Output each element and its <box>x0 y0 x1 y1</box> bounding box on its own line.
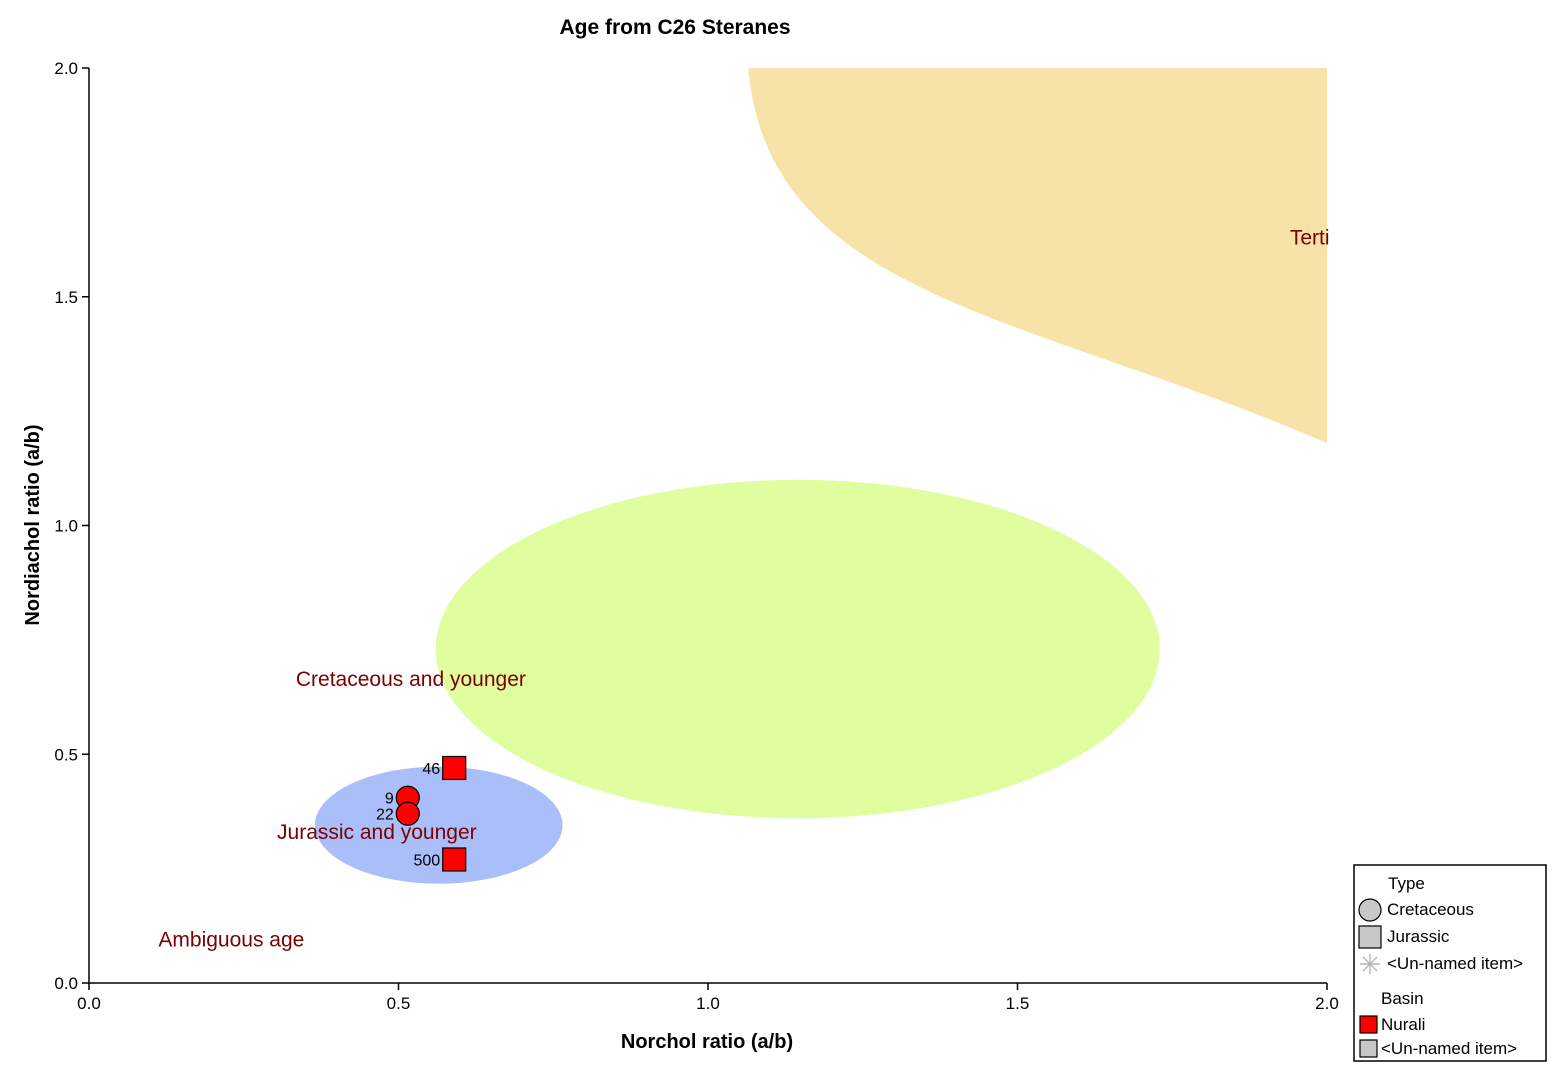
region-label: Terti <box>1290 226 1330 249</box>
legend-group-title: Type <box>1388 874 1425 893</box>
x-tick-label: 1.0 <box>696 994 720 1013</box>
y-axis-title: Nordiachol ratio (a/b) <box>22 424 44 625</box>
y-tick-label: 0.0 <box>54 974 78 993</box>
legend-swatch-icon <box>1359 1015 1378 1034</box>
region-tertiary <box>748 68 1327 444</box>
x-tick-label: 0.0 <box>77 994 101 1013</box>
legend: Type Cretaceous Jurassic <Un-named item> Bas… <box>1353 864 1547 1062</box>
point-cretaceous <box>395 801 420 826</box>
x-tick-label: 0.5 <box>387 994 411 1013</box>
legend-swatch-icon <box>1359 1039 1378 1058</box>
y-tick-label: 1.5 <box>54 288 78 307</box>
data-points: 922 46 500 <box>376 755 467 872</box>
legend-item-label: <Un-named item> <box>1381 1039 1517 1058</box>
legend-circle-icon <box>1358 898 1382 922</box>
y-tick-label: 2.0 <box>54 59 78 78</box>
legend-item-label: Jurassic <box>1387 927 1450 946</box>
legend-box <box>1353 864 1547 1062</box>
legend-item-label: Nurali <box>1381 1015 1425 1034</box>
region-jurassic-and-younger <box>314 766 563 884</box>
point-label: 22 <box>376 807 394 824</box>
legend-square-icon <box>1358 925 1382 949</box>
point-jurassic <box>442 847 467 872</box>
region-labels: Terti Cretaceous and younger Jurassic and … <box>158 226 1329 951</box>
point-label: 500 <box>414 852 441 869</box>
y-tick-label: 1.0 <box>54 517 78 536</box>
asterisk-stroke <box>1362 956 1378 972</box>
legend-item-label: <Un-named item> <box>1387 954 1523 973</box>
point-label: 9 <box>385 791 394 808</box>
chart-title: Age from C26 Steranes <box>559 16 790 39</box>
y-tick-label: 0.5 <box>54 745 78 764</box>
age-regions <box>314 68 1327 884</box>
x-axis-title: Norchol ratio (a/b) <box>621 1031 793 1053</box>
legend-item-label: Cretaceous <box>1387 900 1474 919</box>
region-label: Cretaceous and younger <box>296 668 526 691</box>
point-jurassic <box>442 755 467 781</box>
region-cretaceous-and-younger <box>435 479 1160 819</box>
legend-group-title: Basin <box>1381 989 1424 1008</box>
point-label: 46 <box>422 761 440 778</box>
legend-asterisk-icon <box>1360 954 1380 974</box>
region-label: Ambiguous age <box>158 929 304 952</box>
x-tick-label: 2.0 <box>1315 994 1339 1013</box>
region-label: Jurassic and younger <box>277 821 477 844</box>
axes: 0.0 0.5 1.0 1.5 2.0 0.0 0.5 1.0 1.5 2.0 <box>54 59 1338 1013</box>
x-tick-label: 1.5 <box>1006 994 1030 1013</box>
